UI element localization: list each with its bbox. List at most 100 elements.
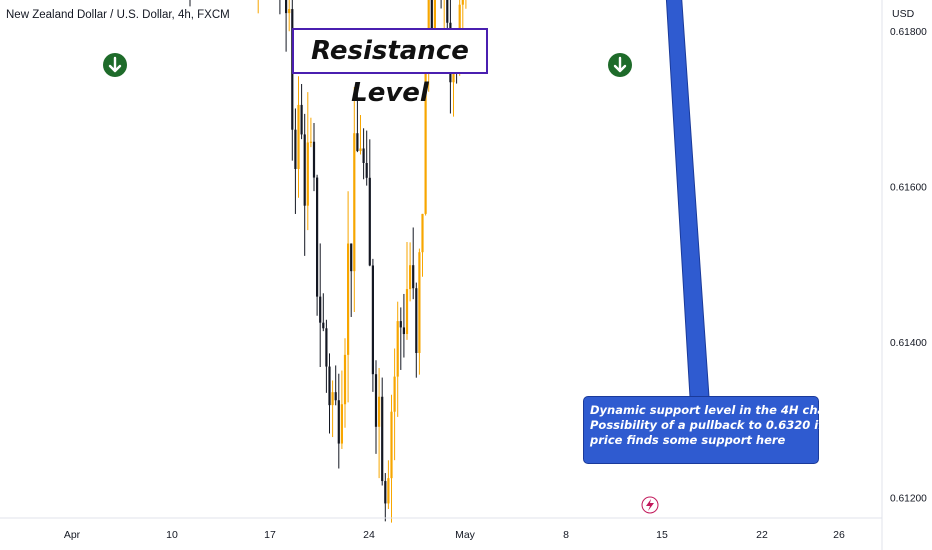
candle[interactable] — [421, 213, 424, 277]
candle[interactable] — [418, 248, 421, 375]
candle-body — [322, 322, 325, 329]
candle[interactable] — [288, 0, 291, 32]
candle-body — [399, 321, 402, 328]
candle[interactable] — [285, 0, 288, 52]
candle[interactable] — [387, 460, 390, 509]
symbol-name: New Zealand Dollar / U.S. Dollar — [6, 9, 172, 21]
candle-body — [387, 478, 390, 504]
candle-body — [288, 9, 291, 14]
candle[interactable] — [306, 92, 309, 231]
candle-body — [294, 129, 297, 169]
candle[interactable] — [297, 76, 300, 198]
candle[interactable] — [257, 0, 259, 14]
time-tick-label: 10 — [166, 529, 178, 541]
candle-body — [365, 162, 368, 178]
candle[interactable] — [279, 0, 281, 15]
time-tick-label: 8 — [563, 529, 569, 541]
time-tick-label: 15 — [656, 529, 668, 541]
candle[interactable] — [340, 370, 343, 449]
candle[interactable] — [399, 307, 402, 370]
candle[interactable] — [325, 319, 328, 393]
symbol-interval: 4h — [177, 9, 191, 21]
candle[interactable] — [384, 473, 387, 522]
candle[interactable] — [365, 130, 368, 186]
candle[interactable] — [433, 0, 436, 48]
candle-body — [337, 400, 340, 444]
candle-body — [384, 481, 387, 504]
candle-body — [300, 104, 303, 135]
lightning-icon[interactable] — [641, 496, 659, 514]
candle-body — [285, 0, 288, 14]
candle[interactable] — [319, 243, 322, 368]
candle[interactable] — [328, 353, 331, 434]
candle-body — [381, 396, 384, 482]
candle-body — [309, 141, 312, 143]
candle[interactable] — [461, 0, 464, 39]
callout-line: Dynamic support level in the 4H chart. — [590, 403, 841, 417]
down-arrow-icon — [103, 53, 127, 77]
candle[interactable] — [303, 113, 306, 256]
callout-pointer — [665, 0, 710, 398]
price-tick-label: 0.61200 — [890, 494, 927, 505]
candle-body — [371, 265, 374, 375]
candle-body — [340, 404, 343, 444]
candle[interactable] — [343, 338, 347, 428]
candle-body — [316, 177, 319, 297]
time-tick-label: 24 — [363, 529, 375, 541]
candle[interactable] — [312, 122, 316, 192]
symbol-header[interactable]: New Zealand Dollar / U.S. Dollar, 4h, FX… — [6, 9, 230, 21]
candle[interactable] — [350, 243, 353, 317]
candle-body — [461, 0, 464, 5]
candle-body — [374, 374, 378, 427]
candle[interactable] — [409, 242, 412, 302]
candle[interactable] — [309, 117, 312, 148]
candle[interactable] — [412, 227, 415, 300]
candle[interactable] — [337, 373, 340, 469]
candle[interactable] — [356, 83, 359, 153]
candle[interactable] — [402, 293, 405, 358]
candle[interactable] — [322, 293, 325, 332]
candle[interactable] — [353, 87, 356, 313]
candle[interactable] — [390, 394, 393, 523]
candle[interactable] — [381, 377, 384, 486]
candle[interactable] — [359, 114, 362, 155]
candle[interactable] — [443, 0, 445, 35]
symbol-exchange: FXCM — [197, 9, 230, 21]
candle[interactable] — [316, 174, 319, 316]
candle[interactable] — [396, 301, 399, 417]
candle-body — [421, 213, 424, 253]
candle[interactable] — [331, 380, 334, 438]
candle[interactable] — [371, 258, 374, 392]
candle[interactable] — [368, 139, 371, 267]
candle-body — [378, 396, 381, 427]
candle-body — [359, 148, 362, 152]
candle[interactable] — [405, 241, 409, 340]
candle[interactable] — [374, 360, 378, 454]
candle[interactable] — [334, 365, 337, 406]
candle-body — [409, 265, 412, 290]
candle-body — [343, 354, 347, 405]
candle[interactable] — [415, 282, 418, 378]
candle[interactable] — [189, 0, 191, 7]
candle[interactable] — [362, 128, 365, 180]
candle-body — [356, 133, 359, 152]
candle[interactable] — [300, 84, 303, 140]
time-tick-label: Apr — [64, 529, 81, 541]
candle[interactable] — [378, 368, 381, 479]
candle-body — [353, 133, 356, 272]
candle[interactable] — [393, 348, 396, 461]
candle[interactable] — [440, 0, 442, 9]
time-tick-label: 17 — [264, 529, 276, 541]
candle[interactable] — [291, 0, 294, 161]
down-arrow-glyph — [108, 56, 122, 73]
candle[interactable] — [294, 108, 297, 214]
candle[interactable] — [465, 0, 467, 9]
callout-line: Possibility of a pullback to 0.6320 if — [590, 418, 824, 432]
header-separator: , — [171, 9, 178, 21]
candle-body — [390, 411, 393, 479]
candle[interactable] — [347, 191, 350, 403]
candle-body — [433, 0, 436, 44]
candle-body — [412, 265, 415, 289]
